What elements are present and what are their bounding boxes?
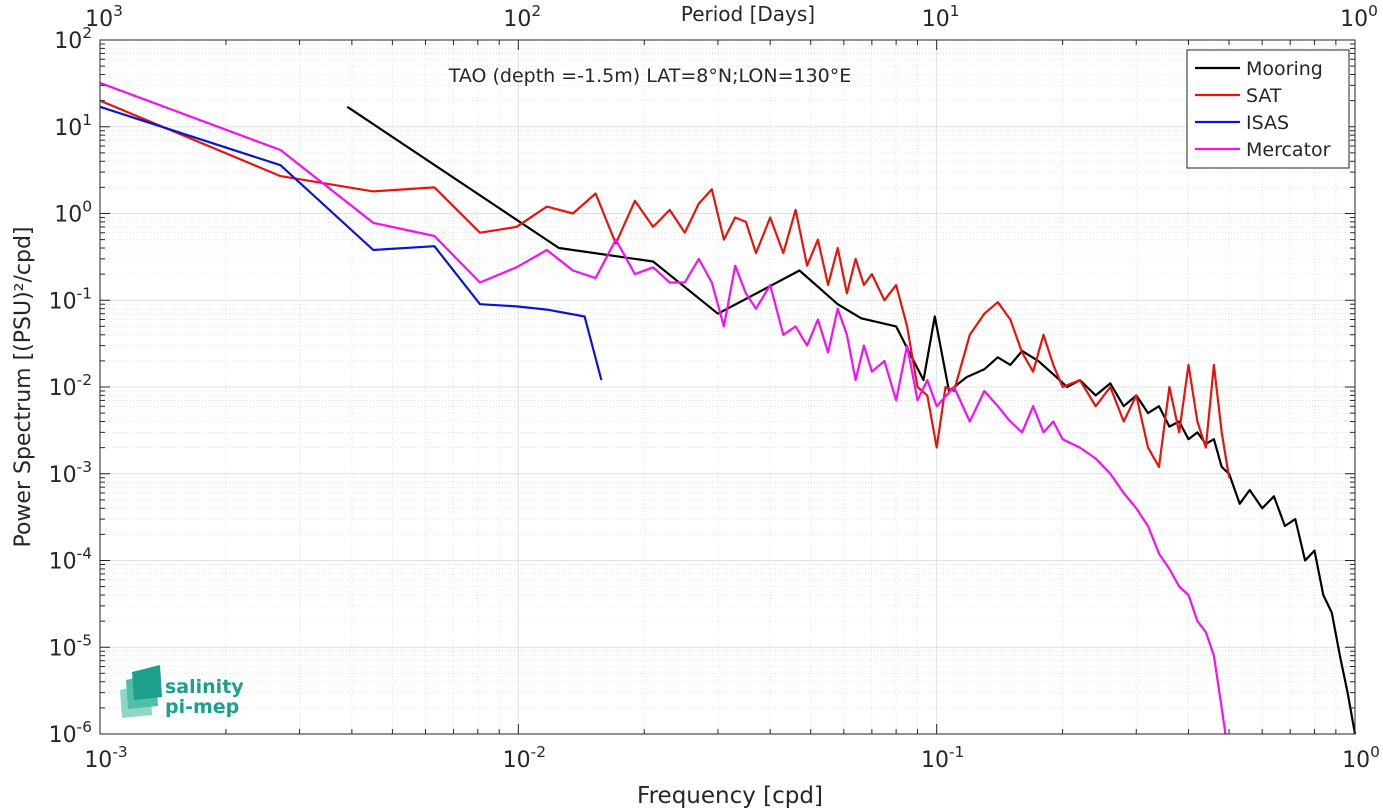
series-layer [99, 81, 1357, 735]
tick-marks [99, 39, 1356, 735]
x-tick-label: 10-2 [503, 743, 546, 773]
y-axis-label: Power Spectrum [(PSU)²/cpd] [11, 226, 36, 547]
y-tick-label: 100 [54, 198, 92, 228]
legend-label-mercator: Mercator [1246, 139, 1331, 161]
y-tick-label: 10-2 [49, 371, 92, 401]
y-tick-label: 10-4 [49, 545, 92, 575]
y-tick-label: 10-1 [49, 284, 92, 314]
chart-title: TAO (depth =-1.5m) LAT=8°N;LON=130°E [448, 65, 852, 87]
y-tick-label: 101 [54, 111, 92, 141]
legend-label-mooring: Mooring [1246, 58, 1323, 80]
series-line-mercator [99, 81, 1227, 735]
top-x-axis-label: Period [Days] [681, 2, 815, 26]
legend: Mooring SAT ISAS Mercator [1186, 49, 1350, 169]
x-axis-label: Frequency [cpd] [637, 783, 823, 809]
logo-text-pi-mep: pi-mep [165, 696, 239, 718]
series-line-isas [99, 105, 603, 381]
logo-text-salinity: salinity [165, 676, 244, 698]
major-grid [99, 39, 1356, 735]
y-tick-label: 10-6 [49, 718, 92, 748]
y-tick-label: 10-3 [49, 458, 92, 488]
legend-label-sat: SAT [1246, 85, 1282, 107]
x-tick-label: 10-1 [921, 743, 964, 773]
logo-waves-icon [120, 665, 162, 718]
legend-label-isas: ISAS [1246, 112, 1289, 134]
series-line-mooring [346, 105, 1357, 735]
y-tick-label: 10-5 [49, 631, 92, 661]
y-tick-label: 102 [54, 24, 92, 54]
salinity-pi-mep-logo: salinity pi-mep [120, 665, 244, 718]
x-tick-label: 100 [1342, 743, 1380, 773]
series-line-sat [99, 99, 1231, 478]
top-x-tick-label: 103 [85, 2, 123, 32]
x-tick-label: 10-3 [84, 743, 127, 773]
top-x-tick-label: 101 [922, 2, 960, 32]
top-x-tick-label: 102 [503, 2, 541, 32]
top-x-tick-label: 100 [1340, 2, 1378, 32]
